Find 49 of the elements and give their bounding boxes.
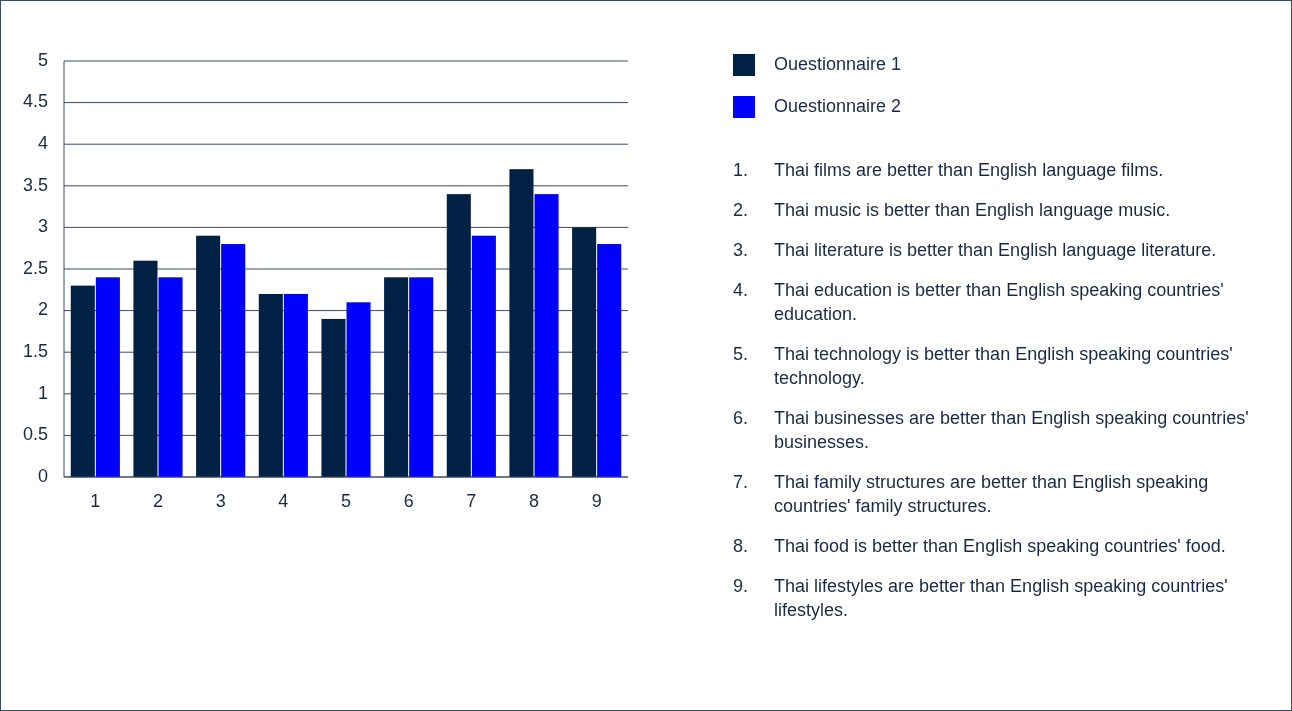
text: 4. Thai education is better than English speaking countries' education.	[733, 279, 1224, 324]
bar	[446, 194, 471, 477]
x-tick-label: 7	[466, 490, 477, 511]
bar	[572, 227, 597, 477]
y-tick-label: 4.5	[22, 91, 48, 112]
text: 9. Thai lifestyles are better than English speaking countries' lifestyles.	[733, 575, 1228, 620]
bar	[509, 169, 534, 477]
bar	[158, 277, 183, 477]
text: 1. Thai films are better than English language films.	[733, 159, 1164, 180]
y-tick-label: 5	[37, 49, 48, 70]
text: 7. Thai family structures are better than English speaking countries' family structures.	[733, 471, 1209, 516]
x-tick-label: 9	[591, 490, 602, 511]
x-tick-label: 1	[90, 490, 101, 511]
bar	[597, 244, 622, 477]
bar	[70, 285, 95, 477]
bar	[346, 302, 371, 477]
text: 8. Thai food is better than English speaking countries' food.	[733, 535, 1226, 556]
text: 2. Thai music is better than English language music.	[733, 199, 1171, 220]
x-tick-label: 4	[278, 490, 289, 511]
bar	[409, 277, 434, 477]
legend-label: Ouestionnaire 1	[774, 53, 902, 74]
x-tick-label: 3	[215, 490, 226, 511]
bar	[196, 235, 221, 477]
text: 6. Thai businesses are better than English speaking countries' businesses.	[733, 407, 1249, 452]
y-tick-label: 3.5	[22, 174, 48, 195]
x-tick-label: 2	[152, 490, 164, 511]
y-tick-label: 4	[37, 132, 48, 153]
bar	[471, 235, 496, 477]
y-tick-label: 0.5	[22, 424, 48, 445]
bar	[321, 318, 346, 477]
y-tick-label: 2	[37, 299, 48, 320]
bar	[283, 293, 308, 477]
text: 3. Thai literature is better than English language literature.	[733, 239, 1217, 260]
y-tick-label: 1	[37, 382, 48, 403]
legend-label: Ouestionnaire 2	[774, 95, 902, 116]
bar	[221, 244, 246, 477]
x-tick-label: 8	[528, 490, 540, 511]
y-tick-label: 3	[37, 216, 48, 237]
x-tick-label: 5	[340, 490, 352, 511]
bar	[133, 260, 158, 477]
x-tick-label: 6	[403, 490, 414, 511]
bar	[258, 293, 283, 477]
bar	[534, 194, 559, 477]
y-tick-label: 2.5	[22, 257, 48, 278]
bar	[384, 277, 409, 477]
bar	[95, 277, 120, 477]
y-tick-label: 1.5	[22, 340, 48, 361]
text: 5. Thai technology is better than English speaking countries' technology.	[733, 343, 1233, 388]
y-tick-label: 0	[37, 465, 48, 486]
